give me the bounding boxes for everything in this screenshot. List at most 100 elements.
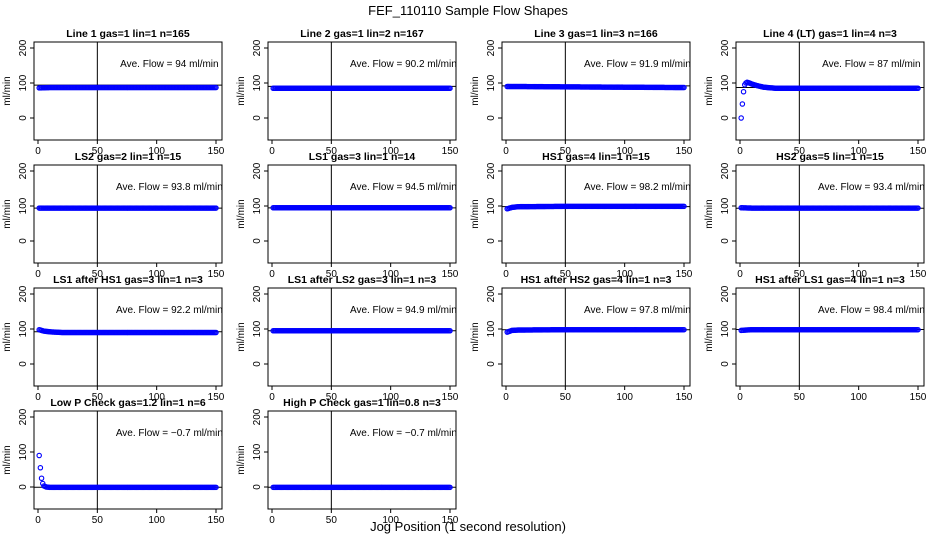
data-point bbox=[915, 85, 921, 92]
y-axis-label: ml/min bbox=[704, 76, 715, 105]
y-tick-label: 0 bbox=[252, 361, 263, 367]
data-point bbox=[915, 326, 921, 333]
y-tick-label: 200 bbox=[252, 39, 263, 56]
average-flow-annotation: Ave. Flow = 94 ml/min bbox=[120, 59, 218, 70]
flow-panel: High P Check gas=1 lin=0.8 n=3 0 50 100 150 0… bbox=[236, 397, 459, 526]
flow-panel: HS1 after HS2 gas=4 lin=1 n=3 0 50 100 150 0 1… bbox=[470, 274, 693, 403]
x-tick-label: 0 bbox=[35, 515, 41, 526]
x-tick-label: 150 bbox=[442, 146, 459, 157]
panel-title: LS1 gas=3 lin=1 n=14 bbox=[309, 151, 416, 163]
y-tick-label: 100 bbox=[252, 320, 263, 337]
y-axis-label: ml/min bbox=[470, 322, 481, 351]
average-flow-annotation: Ave. Flow = 87 ml/min bbox=[822, 59, 920, 70]
y-tick-label: 200 bbox=[252, 408, 263, 425]
panel-title: HS1 after LS1 gas=4 lin=1 n=3 bbox=[755, 274, 905, 286]
y-tick-label: 0 bbox=[252, 238, 263, 244]
flow-series bbox=[36, 205, 219, 211]
x-tick-label: 0 bbox=[737, 392, 743, 403]
plot-frame bbox=[267, 410, 457, 510]
y-axis-label: ml/min bbox=[2, 76, 13, 105]
flow-series bbox=[36, 84, 219, 91]
x-tick-label: 100 bbox=[148, 269, 165, 280]
panel-title: HS2 gas=5 lin=1 n=15 bbox=[776, 151, 884, 163]
panel-grid: Line 1 gas=1 lin=1 n=165 0 50 100 150 0 100 200… bbox=[2, 28, 927, 526]
data-point bbox=[447, 484, 453, 491]
figure-x-axis-label: Jog Position (1 second resolution) bbox=[370, 519, 566, 534]
flow-panel: Low P Check gas=1.2 lin=1 n=6 0 50 100 150 0 1… bbox=[2, 397, 225, 526]
flow-series bbox=[738, 326, 921, 334]
x-tick-label: 0 bbox=[35, 269, 41, 280]
y-tick-label: 200 bbox=[18, 285, 29, 302]
y-axis-label: ml/min bbox=[236, 445, 247, 474]
flow-panel: HS1 gas=4 lin=1 n=15 0 50 100 150 0 100 200 ml/m… bbox=[470, 151, 693, 280]
y-tick-label: 200 bbox=[18, 162, 29, 179]
data-point bbox=[213, 205, 219, 211]
data-point bbox=[681, 326, 687, 333]
x-tick-label: 100 bbox=[382, 515, 399, 526]
x-tick-label: 150 bbox=[442, 269, 459, 280]
flow-panel: Line 1 gas=1 lin=1 n=165 0 50 100 150 0 100 200… bbox=[2, 28, 225, 157]
flow-series bbox=[36, 452, 219, 491]
y-tick-label: 0 bbox=[720, 238, 731, 244]
panel-title: LS1 after HS1 gas=3 lin=1 n=3 bbox=[53, 274, 203, 286]
y-tick-label: 200 bbox=[18, 39, 29, 56]
flow-panel: Line 3 gas=1 lin=3 n=166 0 50 100 150 0 100 200… bbox=[470, 28, 693, 157]
x-tick-label: 50 bbox=[794, 269, 806, 280]
y-tick-label: 100 bbox=[18, 197, 29, 214]
y-tick-label: 100 bbox=[720, 320, 731, 337]
y-tick-label: 100 bbox=[252, 197, 263, 214]
x-tick-label: 0 bbox=[35, 146, 41, 157]
panel-title: Low P Check gas=1.2 lin=1 n=6 bbox=[50, 397, 205, 409]
panel-title: High P Check gas=1 lin=0.8 n=3 bbox=[283, 397, 441, 409]
y-axis-label: ml/min bbox=[236, 322, 247, 351]
data-point bbox=[681, 84, 687, 91]
y-tick-label: 100 bbox=[486, 320, 497, 337]
y-tick-label: 200 bbox=[720, 285, 731, 302]
y-axis-label: ml/min bbox=[2, 322, 13, 351]
y-tick-label: 0 bbox=[486, 361, 497, 367]
flow-series bbox=[738, 79, 921, 121]
x-tick-label: 100 bbox=[382, 269, 399, 280]
y-tick-label: 200 bbox=[252, 285, 263, 302]
y-tick-label: 200 bbox=[486, 39, 497, 56]
y-axis-label: ml/min bbox=[236, 76, 247, 105]
y-tick-label: 200 bbox=[486, 285, 497, 302]
x-tick-label: 50 bbox=[92, 269, 104, 280]
x-tick-label: 100 bbox=[850, 269, 867, 280]
figure-title: FEF_110110 Sample Flow Shapes bbox=[368, 3, 568, 18]
y-tick-label: 0 bbox=[252, 115, 263, 121]
x-tick-label: 0 bbox=[737, 146, 743, 157]
x-tick-label: 100 bbox=[616, 269, 633, 280]
average-flow-annotation: Ave. Flow = 93.8 ml/min bbox=[116, 182, 223, 193]
plot-frame bbox=[267, 287, 457, 387]
x-tick-label: 0 bbox=[503, 269, 509, 280]
x-tick-label: 50 bbox=[92, 392, 104, 403]
x-tick-label: 0 bbox=[269, 146, 275, 157]
x-tick-label: 150 bbox=[208, 515, 225, 526]
data-point bbox=[447, 327, 453, 334]
flow-series bbox=[36, 326, 219, 336]
flow-panel: Line 2 gas=1 lin=2 n=167 0 50 100 150 0 100 200… bbox=[236, 28, 459, 157]
y-tick-label: 0 bbox=[18, 238, 29, 244]
x-tick-label: 100 bbox=[148, 146, 165, 157]
x-tick-label: 100 bbox=[850, 392, 867, 403]
plot-frame bbox=[501, 41, 691, 141]
data-point bbox=[739, 101, 746, 107]
x-tick-label: 150 bbox=[676, 392, 693, 403]
y-tick-label: 0 bbox=[18, 361, 29, 367]
plot-frame bbox=[33, 41, 223, 141]
panel-title: Line 4 (LT) gas=1 lin=4 n=3 bbox=[763, 28, 897, 40]
x-tick-label: 150 bbox=[442, 392, 459, 403]
average-flow-annotation: Ave. Flow = 93.4 ml/min bbox=[818, 182, 925, 193]
x-tick-label: 150 bbox=[208, 146, 225, 157]
x-tick-label: 100 bbox=[148, 392, 165, 403]
x-tick-label: 50 bbox=[326, 392, 338, 403]
y-tick-label: 100 bbox=[486, 197, 497, 214]
x-tick-label: 0 bbox=[269, 392, 275, 403]
x-tick-label: 150 bbox=[208, 392, 225, 403]
y-tick-label: 200 bbox=[720, 39, 731, 56]
panel-title: LS1 after LS2 gas=3 lin=1 n=3 bbox=[288, 274, 437, 286]
x-tick-label: 100 bbox=[148, 515, 165, 526]
panel-title: HS1 after HS2 gas=4 lin=1 n=3 bbox=[521, 274, 672, 286]
x-tick-label: 100 bbox=[382, 392, 399, 403]
